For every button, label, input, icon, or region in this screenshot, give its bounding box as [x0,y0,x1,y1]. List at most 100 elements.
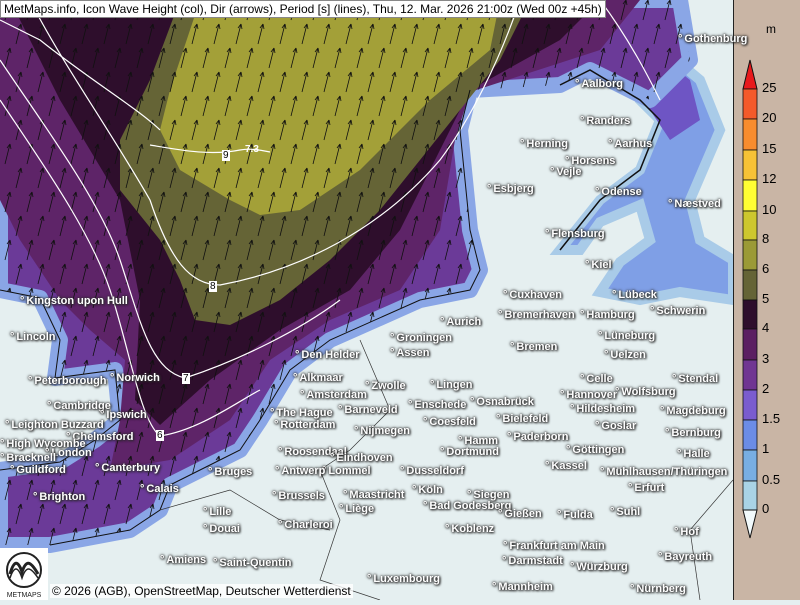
wave-arrow [367,23,375,45]
wave-height-map[interactable] [0,0,733,600]
legend-swatch [742,419,758,451]
wave-arrow [345,119,353,141]
legend-label: 2 [762,381,770,396]
city-label: Cambridge [47,400,110,412]
wave-arrow [356,47,364,69]
city-label: Groningen [390,332,452,344]
wave-arrow [202,95,210,117]
contour-8 [29,0,521,286]
city-label: Barneveld [338,404,397,416]
wave-arrow [191,167,199,189]
city-label: Vejle [550,166,581,178]
wave-arrow [59,311,67,333]
city-label: Siegen [467,489,509,501]
legend-label: 0.5 [762,472,781,487]
wave-arrow [169,311,177,333]
wave-arrow [114,239,122,261]
wave-arrow [433,119,441,141]
wave-arrow [125,71,133,93]
wave-arrow [290,47,298,69]
wave-arrow [587,23,595,45]
contour-label: 6 [156,430,164,441]
wave-arrow [312,95,320,117]
wave-arrow [59,23,67,45]
city-label: Cuxhaven [503,289,562,301]
wave-arrow [400,47,408,69]
city-label: Antwerp [275,465,325,477]
wave-arrow [554,47,562,69]
wave-arrow [224,383,232,405]
wave-arrow [70,239,78,261]
wave-arrow [224,191,232,213]
city-label: Bremen [510,341,557,353]
wave-arrow [202,383,210,405]
wave-arrow [158,335,166,357]
wave-arrow [279,311,287,333]
wave-arrow [235,167,243,189]
wave-arrow [378,47,386,69]
wave-arrow [334,95,342,117]
wave-arrow [48,191,56,213]
wave-arrow [26,191,34,213]
legend-swatch [742,299,758,330]
city-label: Mannheim [492,581,552,593]
wave-arrow [235,119,243,141]
wave-arrow [268,143,276,165]
wave-arrow [15,167,23,189]
wave-arrow [257,263,265,285]
wave-arrow [290,95,298,117]
wave-arrow [411,167,419,189]
wave-arrow [180,287,188,309]
city-label: Zwolle [365,380,405,392]
wave-arrow [422,239,430,261]
legend-label: 4 [762,320,770,335]
wave-arrow [620,47,628,69]
city-label: Darmstadt [502,555,562,567]
wave-arrow [180,95,188,117]
wave-arrow [26,239,34,261]
legend-label: 15 [762,141,777,156]
city-label: Leighton Buzzard [5,419,103,431]
legend-swatch [742,359,758,391]
wave-arrow [224,287,232,309]
legend-colorbar [742,59,758,539]
wave-arrow [70,191,78,213]
wave-arrow [378,239,386,261]
wave-arrow [37,503,45,525]
wave-arrow [257,311,265,333]
wave-band-6-8m [160,0,500,215]
city-label: Randers [580,115,630,127]
wave-arrow [279,359,287,381]
city-label: Frankfurt am Main [503,540,604,552]
wave-arrow [521,23,529,45]
city-label: Halle [677,448,709,460]
wave-arrow [268,287,276,309]
contour-label: 7 [182,373,190,384]
wave-arrow [191,407,199,429]
city-label: Brussels [272,490,324,502]
wave-arrow [92,479,100,501]
wave-arrow [180,335,188,357]
wave-arrow [246,383,254,405]
wave-arrow [312,191,320,213]
wave-arrow [103,503,111,525]
wave-arrow [235,215,243,237]
wave-arrow [147,215,155,237]
city-label: Eindhoven [330,452,392,464]
wave-arrow [81,503,89,525]
wave-arrow [4,527,12,545]
wave-arrow [59,263,67,285]
wave-arrow [26,95,34,117]
wave-arrow [334,191,342,213]
contour-label: 9 [222,150,230,161]
city-label: Celle [580,373,612,385]
wave-arrow [422,47,430,69]
wave-arrow [103,215,111,237]
wave-arrow [389,167,397,189]
wave-arrow [81,311,89,333]
city-label: Chelmsford [66,431,133,443]
wave-arrow [323,167,331,189]
city-label: Gothenburg [678,33,747,45]
contour-5 [599,0,661,101]
wave-arrow [323,119,331,141]
